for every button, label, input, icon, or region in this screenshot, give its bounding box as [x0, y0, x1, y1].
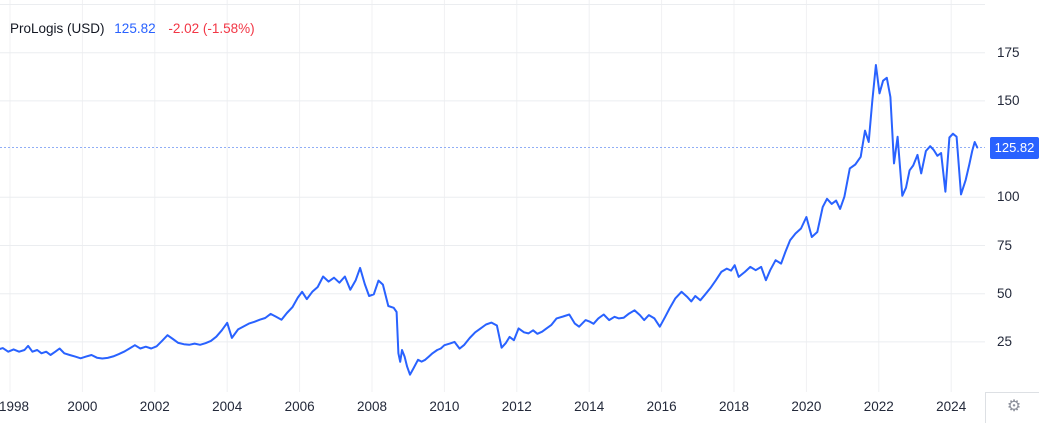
price-line-series [0, 64, 979, 376]
time-axis-label: 2016 [646, 399, 677, 414]
time-axis-label: 2014 [574, 399, 605, 414]
axis-corner: ⚙ [986, 393, 1039, 423]
time-axis-label: 2010 [429, 399, 460, 414]
price-axis-label: 50 [997, 285, 1013, 301]
symbol-name[interactable]: ProLogis (USD) [10, 21, 105, 36]
time-axis-label: 2020 [791, 399, 822, 414]
price-axis-label: 75 [997, 237, 1013, 253]
time-axis-label: 2018 [718, 399, 750, 414]
price-axis-label: 25 [997, 333, 1013, 349]
price-change-value: -2.02 (-1.58%) [168, 21, 255, 36]
time-axis-label: 2012 [501, 399, 532, 414]
price-axis-label: 150 [997, 92, 1020, 108]
current-price-badge: 125.82 [990, 136, 1039, 159]
chart-legend: ProLogis (USD) 125.82 -2.02 (-1.58%) [10, 20, 255, 38]
time-axis-label: 2006 [284, 399, 315, 414]
time-axis-label: 2002 [139, 399, 170, 414]
price-axis-label: 100 [997, 189, 1020, 205]
time-axis-label: 1998 [0, 399, 30, 414]
time-axis-label: 2024 [936, 399, 967, 414]
price-axis-label: 175 [997, 44, 1020, 60]
time-axis-label: 2008 [356, 399, 388, 414]
price-axis[interactable]: 125.82 175 150 100 75 50 25 [985, 0, 1039, 392]
time-axis-label: 2004 [212, 399, 243, 414]
time-axis-label: 2022 [863, 399, 894, 414]
last-price-value: 125.82 [114, 21, 156, 36]
time-axis[interactable]: 1998 2000 2002 2004 2006 2008 2010 2012 2014 2016… [0, 392, 985, 423]
time-axis-label: 2000 [67, 399, 98, 414]
settings-gear-icon[interactable]: ⚙ [1006, 398, 1022, 415]
